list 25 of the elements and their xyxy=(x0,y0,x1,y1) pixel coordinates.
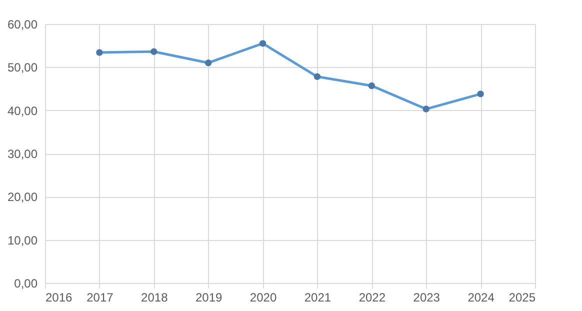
point xyxy=(150,48,158,55)
y-tick-label: 40,00 xyxy=(7,104,38,118)
point xyxy=(477,90,484,98)
point xyxy=(96,49,103,56)
x-tick-label: 2024 xyxy=(468,290,495,304)
y-tick-label: 30,00 xyxy=(7,147,38,161)
y-tick-label: 10,00 xyxy=(7,233,38,248)
x-tick-label: 2020 xyxy=(250,290,277,304)
x-tick-label: 2018 xyxy=(141,290,168,304)
x-tick-label: 2017 xyxy=(86,290,114,304)
point xyxy=(204,60,212,66)
point xyxy=(368,82,376,90)
y-tick-label: 20,00 xyxy=(7,190,38,204)
x-tick-label: 2016 xyxy=(46,290,73,304)
x-tick-label: 2019 xyxy=(195,290,223,304)
point xyxy=(422,106,430,112)
point xyxy=(259,40,266,47)
x-tick-label: 2023 xyxy=(413,290,440,304)
x-tick-label: 2021 xyxy=(304,290,332,304)
x-tick-label: 2025 xyxy=(508,290,536,304)
y-tick-label: 0,00 xyxy=(14,276,38,290)
y-tick-label: 50,00 xyxy=(7,60,38,75)
y-tick-label: 60,00 xyxy=(7,18,38,32)
x-tick-label: 2022 xyxy=(358,290,386,304)
point xyxy=(314,73,321,80)
